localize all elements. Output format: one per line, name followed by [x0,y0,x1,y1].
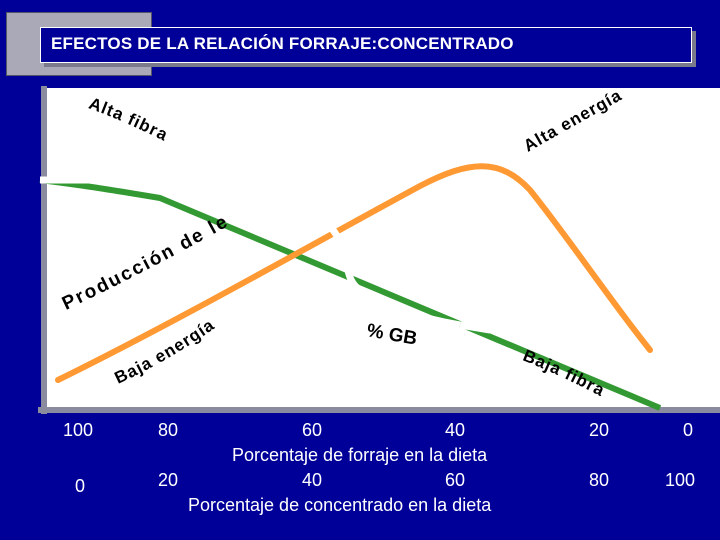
energy-line [55,163,653,383]
forraje-tick: 20 [588,420,610,440]
forraje-tick: 80 [157,420,179,440]
concentrado-tick: 40 [301,470,323,490]
slide-title: EFECTOS DE LA RELACIÓN FORRAJE:CONCENTRA… [51,34,514,53]
plot-area [44,88,720,410]
concentrado-tick: 60 [444,470,466,490]
forraje-tick: 40 [444,420,466,440]
concentrado-tick: 80 [588,470,610,490]
title-box: EFECTOS DE LA RELACIÓN FORRAJE:CONCENTRA… [40,27,692,63]
concentrado-axis-label: Porcentaje de concentrado en la dieta [188,495,492,515]
concentrado-tick: 100 [664,470,696,490]
gb-line [40,176,461,329]
concentrado-tick: 20 [157,470,179,490]
forraje-axis-label: Porcentaje de forraje en la dieta [232,445,488,465]
forraje-tick: 60 [301,420,323,440]
gb-line-tail [459,321,491,334]
concentrado-tick: 0 [74,476,86,496]
forraje-tick: 100 [62,420,94,440]
forraje-tick: 0 [682,420,694,440]
